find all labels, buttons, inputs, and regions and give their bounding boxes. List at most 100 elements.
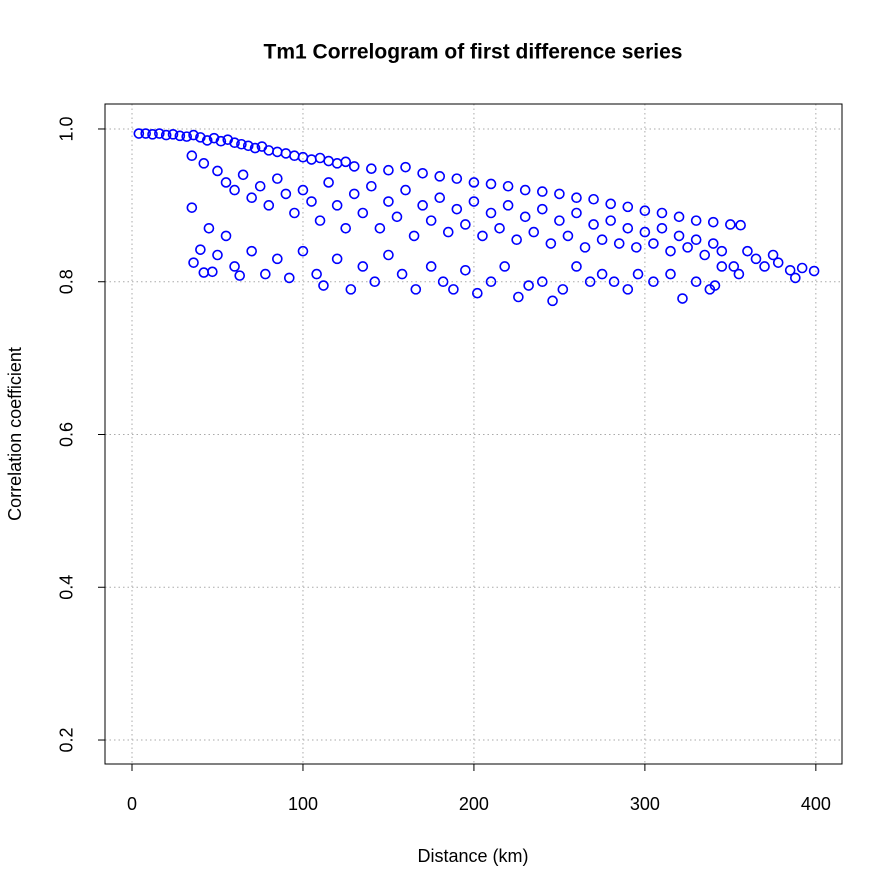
point	[357, 207, 369, 219]
point	[242, 140, 254, 152]
point	[167, 129, 179, 140]
chart-title: Tm1 Correlogram of first difference seri…	[264, 41, 683, 64]
point	[417, 167, 428, 179]
point	[648, 238, 659, 249]
point	[254, 180, 266, 192]
point	[396, 268, 408, 280]
point	[588, 219, 599, 230]
point	[237, 169, 249, 181]
point	[246, 245, 257, 257]
point	[340, 156, 352, 168]
y-tick-label: 1.0	[57, 116, 77, 141]
point	[417, 200, 428, 211]
y-tick-label: 0.4	[57, 575, 77, 600]
point	[348, 188, 360, 200]
point	[665, 268, 676, 280]
point	[545, 238, 557, 249]
point	[297, 245, 309, 257]
point	[314, 215, 326, 226]
point	[562, 230, 574, 242]
point	[408, 230, 420, 242]
point	[460, 219, 471, 230]
x-tick-label: 200	[459, 794, 489, 814]
point	[203, 222, 215, 234]
point	[280, 188, 292, 200]
point	[289, 207, 300, 219]
point	[494, 222, 505, 234]
point	[306, 196, 317, 207]
point	[571, 207, 582, 219]
point	[472, 287, 483, 299]
point	[502, 180, 514, 192]
point	[648, 276, 659, 288]
point	[234, 270, 246, 281]
point	[537, 276, 548, 288]
x-tick-label: 100	[288, 794, 318, 814]
point	[249, 142, 261, 154]
point	[613, 238, 625, 249]
point	[605, 215, 616, 226]
point	[246, 192, 257, 204]
point	[707, 216, 719, 228]
point	[725, 219, 736, 230]
point	[584, 276, 596, 288]
point	[639, 205, 651, 217]
point	[571, 192, 582, 204]
point	[263, 200, 275, 211]
point	[174, 130, 186, 142]
y-axis-label: Correlation coefficient	[5, 347, 25, 521]
point	[523, 280, 534, 291]
point	[229, 261, 240, 272]
point	[297, 184, 309, 196]
point	[220, 230, 232, 242]
point	[451, 203, 463, 215]
point	[656, 207, 668, 219]
point	[547, 295, 558, 307]
point	[212, 249, 223, 261]
point	[400, 161, 411, 173]
point	[716, 245, 728, 257]
point	[759, 261, 770, 272]
point	[682, 242, 693, 253]
point	[742, 245, 753, 257]
point	[622, 284, 634, 295]
x-tick-label: 300	[630, 794, 660, 814]
point	[186, 150, 198, 162]
point	[485, 207, 497, 219]
point	[357, 261, 369, 272]
point	[537, 203, 548, 215]
point	[796, 262, 808, 274]
point	[434, 192, 446, 204]
point	[318, 280, 329, 291]
point	[709, 280, 721, 291]
point	[323, 177, 334, 188]
point	[383, 249, 394, 261]
point	[460, 264, 471, 276]
point	[448, 284, 459, 295]
point	[632, 268, 644, 280]
point	[690, 276, 702, 288]
point	[195, 132, 206, 143]
point	[133, 128, 145, 139]
point	[425, 261, 437, 272]
point	[588, 193, 599, 205]
point	[229, 184, 240, 196]
point	[331, 200, 343, 211]
point	[198, 158, 210, 169]
point	[229, 137, 240, 149]
point	[181, 131, 193, 142]
point	[554, 215, 565, 226]
point	[673, 211, 685, 223]
point	[733, 268, 745, 280]
point	[537, 186, 548, 197]
point	[622, 201, 634, 213]
point	[502, 200, 514, 211]
y-tick-label: 0.6	[57, 422, 77, 447]
point	[451, 173, 463, 184]
point	[608, 276, 620, 288]
y-tick-label: 0.2	[57, 728, 77, 753]
point	[557, 284, 569, 295]
point	[485, 276, 497, 288]
point	[140, 128, 151, 139]
plot-frame	[104, 103, 843, 765]
